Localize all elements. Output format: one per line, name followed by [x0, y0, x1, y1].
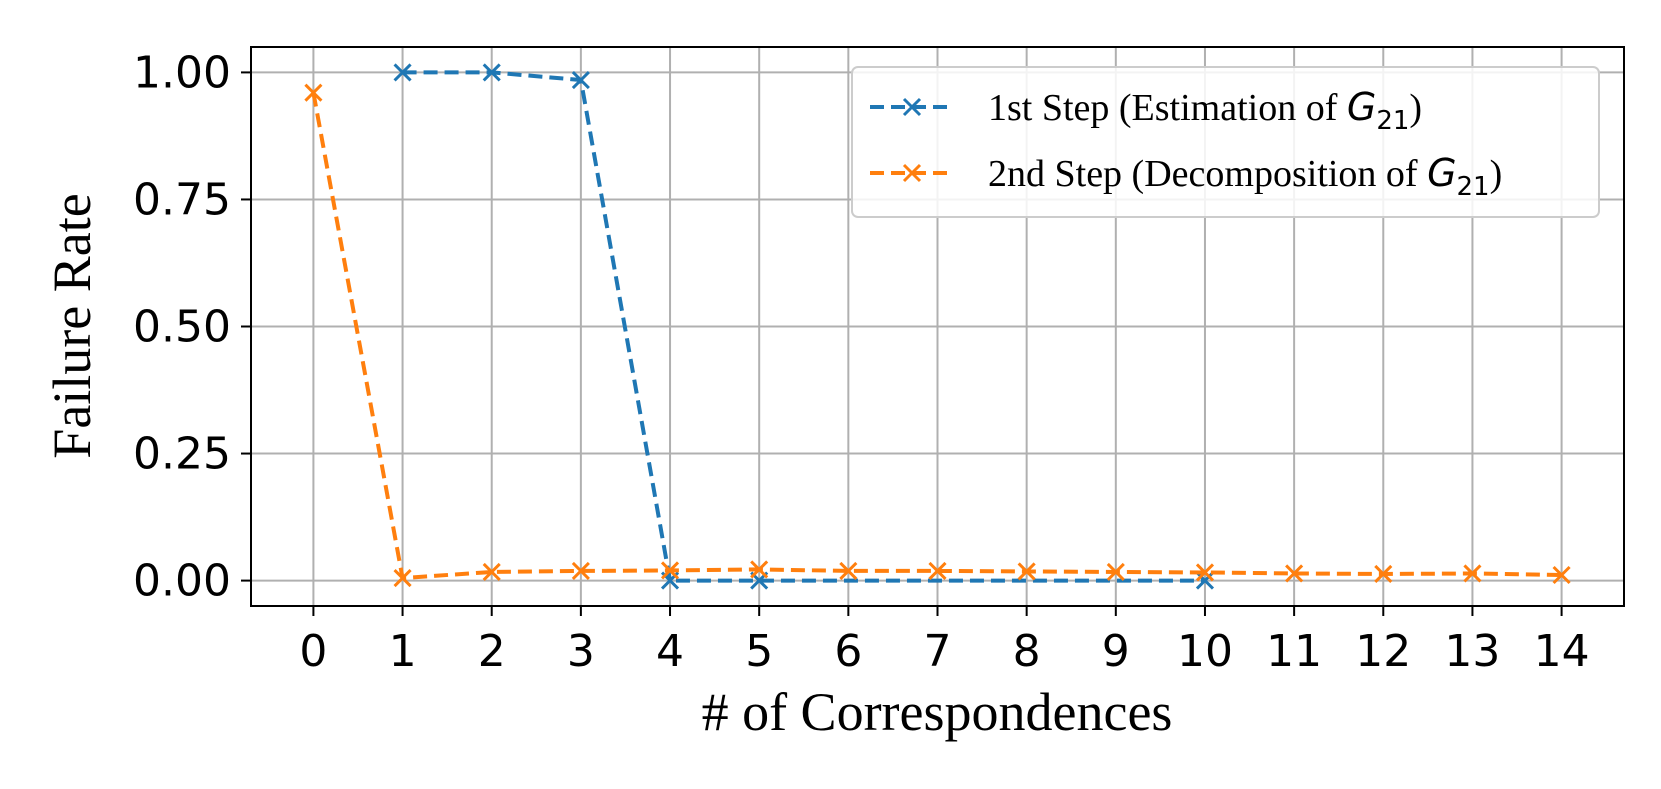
x-axis-ticks: 0 1 2 3 4 5 6 7 8 9 10 11 12 13 14	[299, 606, 1590, 677]
data-point-marker	[928, 561, 947, 580]
legend-box	[851, 66, 1600, 218]
data-point-marker	[1463, 564, 1482, 583]
data-point-marker	[571, 70, 590, 90]
data-point-marker	[750, 560, 769, 579]
data-point-marker	[839, 561, 858, 580]
data-point-marker	[1374, 564, 1393, 584]
x-tick-label: 13	[1444, 626, 1500, 677]
x-tick-label: 12	[1355, 626, 1411, 677]
series-line	[311, 92, 1562, 581]
x-tick-label: 5	[745, 626, 773, 677]
legend-entry: 1st Step (Estimation of G21)	[870, 85, 1422, 136]
data-point-marker	[1017, 562, 1036, 581]
series-line	[402, 70, 1205, 583]
x-tick-label: 11	[1266, 626, 1322, 677]
data-point-marker	[1195, 571, 1215, 590]
x-tick-label: 8	[1013, 626, 1041, 677]
series-layer	[304, 63, 1571, 590]
series-2	[304, 83, 1571, 588]
x-tick-label: 9	[1102, 626, 1130, 677]
data-point-marker	[304, 83, 323, 102]
data-point-marker	[571, 561, 590, 580]
legend: 1st Step (Estimation of G21) 2nd Step (De…	[851, 66, 1600, 218]
y-axis-title: Failure Rate	[42, 193, 102, 458]
x-tick-label: 10	[1177, 626, 1233, 677]
data-point-marker	[1552, 565, 1571, 585]
legend-label: 2nd Step (Decomposition of G21)	[988, 151, 1502, 202]
x-tick-label: 3	[567, 626, 595, 677]
y-tick-label: 1.00	[133, 47, 231, 98]
legend-label: 1st Step (Estimation of G21)	[988, 85, 1422, 136]
x-tick-label: 1	[389, 626, 417, 677]
legend-entry: 2nd Step (Decomposition of G21)	[870, 151, 1502, 202]
x-tick-label: 4	[656, 626, 684, 677]
data-point-marker	[393, 568, 412, 588]
x-tick-label: 7	[924, 626, 952, 677]
y-axis-ticks: 0.00 0.25 0.50 0.75 1.00	[133, 47, 251, 607]
data-point-marker	[482, 63, 501, 82]
data-point-marker	[1285, 564, 1304, 583]
y-tick-label: 0.75	[133, 174, 231, 225]
data-point-marker	[482, 562, 501, 582]
data-point-marker	[393, 63, 412, 82]
data-point-marker	[660, 561, 680, 580]
legend-marker	[902, 97, 922, 117]
x-tick-label: 6	[834, 626, 862, 677]
x-tick-label: 0	[299, 626, 327, 677]
data-point-marker	[1195, 563, 1215, 582]
y-tick-label: 0.00	[133, 556, 231, 607]
legend-marker	[902, 163, 922, 183]
x-tick-label: 14	[1534, 626, 1590, 677]
data-point-marker	[1106, 562, 1125, 582]
y-tick-label: 0.25	[133, 429, 231, 480]
x-axis-title: # of Correspondences	[702, 682, 1173, 742]
x-tick-label: 2	[478, 626, 506, 677]
y-tick-label: 0.50	[133, 302, 231, 353]
